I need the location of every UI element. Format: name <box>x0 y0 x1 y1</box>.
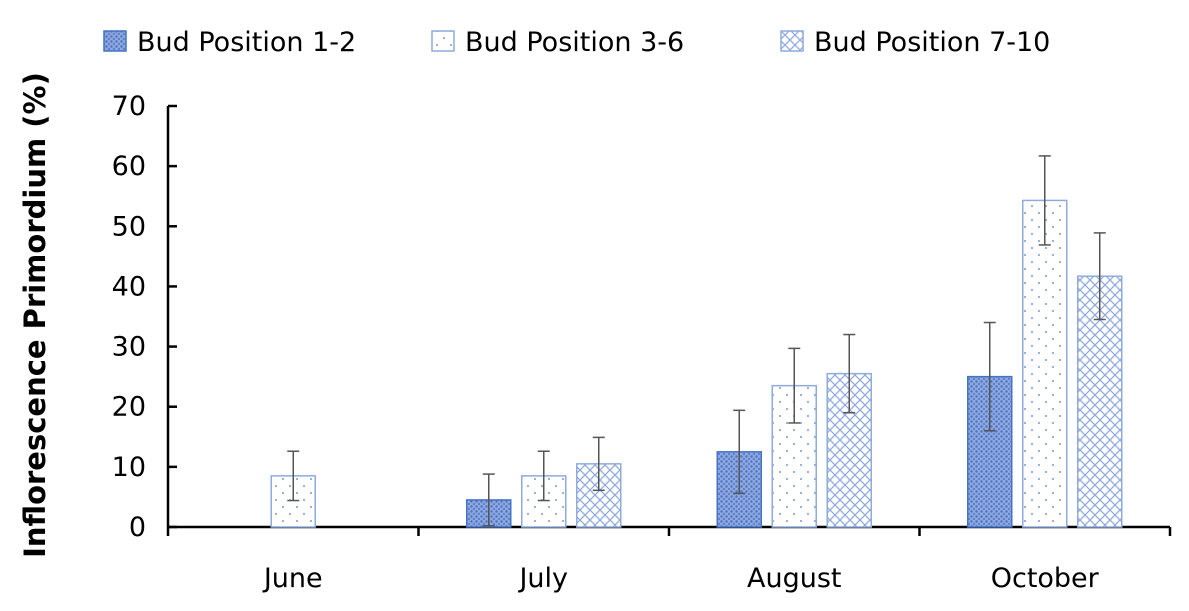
y-tick-label: 70 <box>112 91 146 122</box>
legend-item: Bud Position 7-10 <box>780 27 1050 58</box>
bars <box>270 199 1123 528</box>
legend-label: Bud Position 1-2 <box>137 27 356 58</box>
y-tick-label: 30 <box>112 332 146 363</box>
legend-swatch <box>103 30 127 52</box>
x-tick-label: June <box>262 563 323 594</box>
y-tick-label: 0 <box>129 512 146 543</box>
y-tick-label: 20 <box>112 392 146 423</box>
y-tick-label: 60 <box>112 151 146 182</box>
bar <box>1022 199 1068 528</box>
legend-swatch <box>780 30 804 52</box>
y-axis-title: Inflorescence Primordium (%) <box>18 72 52 558</box>
error-bar <box>287 450 300 502</box>
legend-swatch <box>431 30 455 52</box>
x-tick-label: July <box>517 563 568 594</box>
error-bar <box>592 436 605 492</box>
legend-item: Bud Position 3-6 <box>431 27 684 58</box>
x-tick-label: October <box>991 563 1100 594</box>
legend-item: Bud Position 1-2 <box>103 27 356 58</box>
error-bars <box>287 155 1106 527</box>
y-tick-label: 50 <box>112 211 146 242</box>
y-tick-label: 10 <box>112 452 146 483</box>
y-tick-label: 40 <box>112 271 146 302</box>
x-axis: June July August October <box>166 525 1172 594</box>
error-bar <box>482 473 495 527</box>
error-bar <box>733 409 746 495</box>
error-bar <box>1038 155 1051 246</box>
error-bar <box>537 450 550 502</box>
legend-label: Bud Position 7-10 <box>814 27 1050 58</box>
error-bar <box>1093 232 1106 321</box>
x-tick-label: August <box>747 563 842 594</box>
legend-label: Bud Position 3-6 <box>465 27 684 58</box>
y-axis: 0 10 20 30 40 50 60 70 <box>112 91 177 543</box>
error-bar <box>983 321 996 432</box>
legend: Bud Position 1-2 Bud Position 3-6 Bud Posi… <box>103 27 1050 58</box>
error-bar <box>788 347 801 424</box>
error-bar <box>843 333 856 414</box>
